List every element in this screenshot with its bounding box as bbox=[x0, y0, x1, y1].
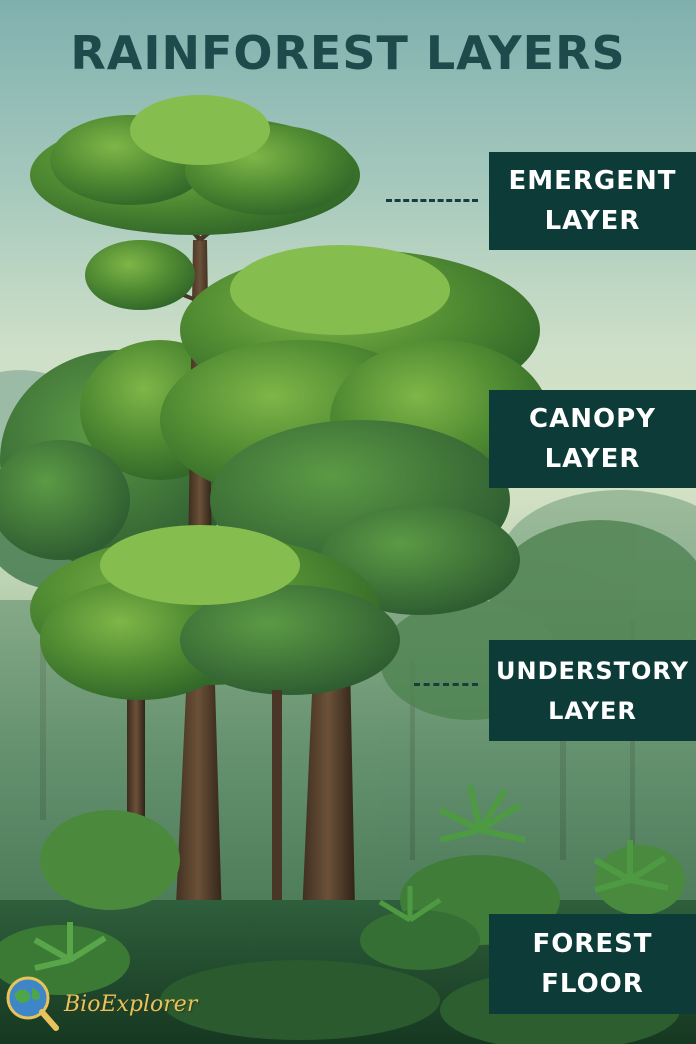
label-line-2: LAYER bbox=[544, 206, 641, 236]
page-title: RAINFOREST LAYERS bbox=[70, 26, 626, 80]
palm-plants bbox=[33, 784, 669, 971]
globe-magnifier-icon bbox=[6, 976, 59, 1031]
label-line-1: EMERGENT bbox=[508, 166, 677, 196]
label-canopy-layer: CANOPY LAYER bbox=[489, 390, 696, 488]
label-forest-floor: FOREST FLOOR bbox=[489, 914, 696, 1014]
label-line-1: CANOPY bbox=[529, 404, 656, 434]
logo-text: BioExplorer bbox=[64, 991, 198, 1017]
canopy-tree bbox=[160, 245, 550, 960]
understory-connector bbox=[414, 683, 478, 686]
label-line-2: FLOOR bbox=[541, 969, 644, 999]
label-line-2: LAYER bbox=[544, 444, 641, 474]
label-emergent-layer: EMERGENT LAYER bbox=[489, 152, 696, 250]
label-understory-layer: UNDERSTORY LAYER bbox=[489, 640, 696, 741]
bioexplorer-logo[interactable]: BioExplorer bbox=[4, 974, 197, 1034]
label-line-1: UNDERSTORY bbox=[496, 656, 689, 685]
label-line-1: FOREST bbox=[532, 929, 653, 959]
emergent-connector bbox=[386, 199, 478, 202]
label-line-2: LAYER bbox=[548, 696, 637, 725]
